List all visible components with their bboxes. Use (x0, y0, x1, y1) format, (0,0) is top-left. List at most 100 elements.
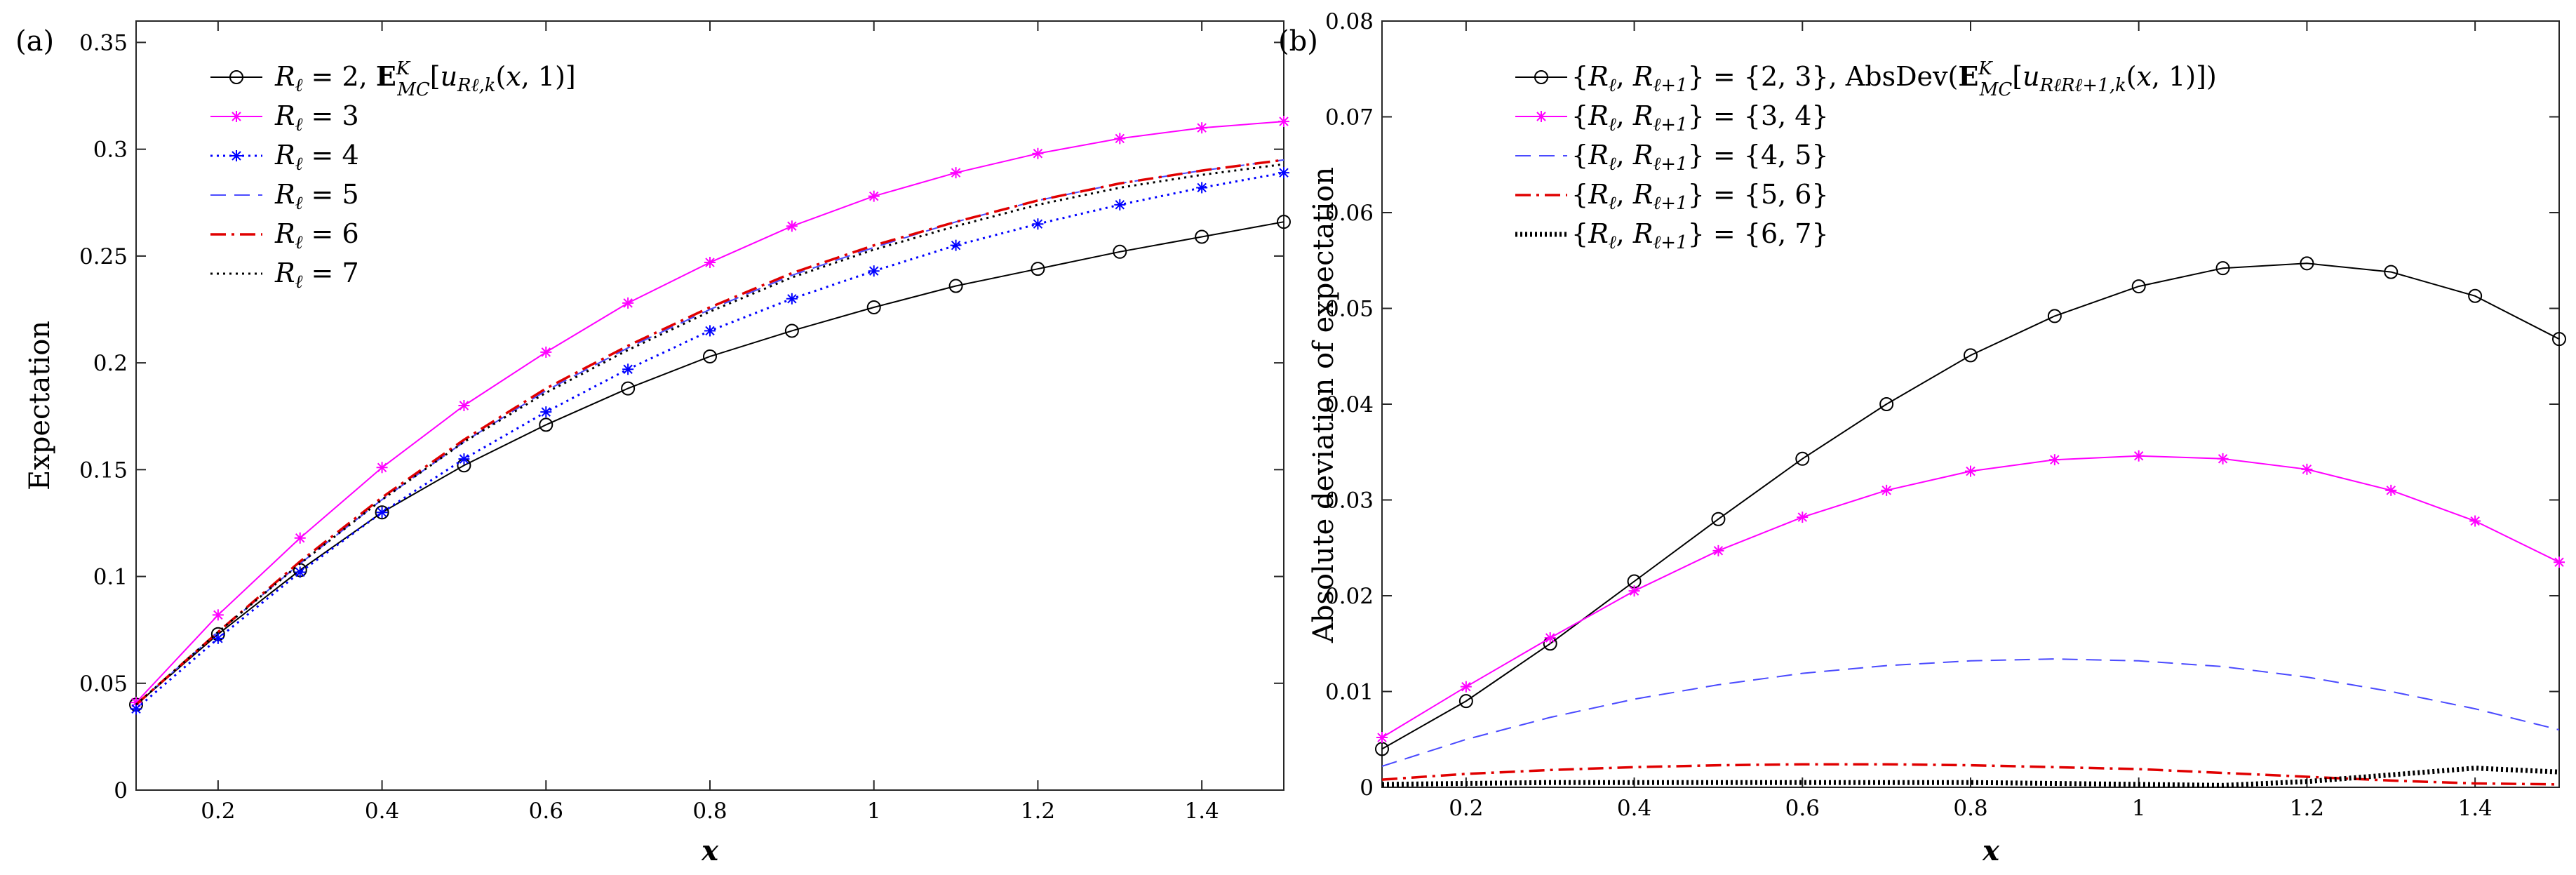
data-point-b-2 (1544, 632, 1556, 644)
y-tick-label: 0.05 (79, 672, 128, 697)
y-tick-label: 0.25 (79, 244, 128, 269)
y-tick-label: 0.1 (93, 565, 128, 590)
data-point-a-2 (458, 400, 470, 411)
x-tick-label: 1 (867, 799, 881, 824)
legend-marker-a-3 (231, 150, 242, 161)
data-point-b-2 (1628, 585, 1640, 597)
legend-b-label-2: {Rℓ, Rℓ+1} = {3, 4} (1571, 100, 1829, 135)
legend-b-label-3: {Rℓ, Rℓ+1} = {4, 5} (1571, 140, 1829, 175)
panel-a-ylabel: Expectation (24, 321, 56, 490)
series-line-b-4 (1381, 763, 2560, 786)
data-point-a-2 (1196, 122, 1208, 134)
data-point-b-1 (2300, 256, 2314, 271)
panel-b-plot-frame (1381, 20, 2560, 788)
data-point-a-2 (294, 532, 306, 544)
data-point-a-2 (868, 190, 880, 202)
legend-a-label-3: Rℓ = 4 (274, 140, 359, 175)
data-point-b-2 (2301, 463, 2313, 475)
data-point-a-3 (1278, 167, 1289, 179)
series-line-b-2 (1381, 455, 2560, 738)
data-point-a-3 (540, 406, 552, 418)
data-point-a-1 (539, 418, 554, 432)
panel-a-expectation-chart: (a) Expectation x 0.2 0.4 0.6 0.8 1 1.2 1.400.… (15, 20, 1291, 867)
data-point-a-3 (130, 703, 142, 715)
data-point-b-2 (1712, 545, 1724, 556)
data-point-b-1 (1458, 694, 1473, 709)
panel-b-absdev-chart: (b) Absolute deviation of expectation x … (1278, 9, 2566, 867)
data-point-a-2 (1032, 147, 1044, 159)
legend-marker-a-1 (229, 70, 243, 84)
data-point-b-2 (2385, 484, 2397, 496)
legend-marker-b-2 (1536, 111, 1547, 122)
x-tick-label: 0.2 (1449, 796, 1483, 821)
data-point-b-1 (2131, 279, 2146, 294)
data-point-b-2 (1460, 681, 1472, 693)
data-point-a-3 (1196, 182, 1208, 194)
x-tick-label: 0.6 (529, 799, 563, 824)
x-tick-label: 1.4 (1184, 799, 1219, 824)
legend-b-label-1: {Rℓ, Rℓ+1} = {2, 3}, AbsDev(EK MC[uRℓRℓ+1… (1571, 58, 2217, 100)
y-tick-label: 0.02 (1325, 584, 1374, 609)
data-point-b-1 (2468, 288, 2483, 303)
panel-a-legend: Rℓ = 2, EK MC[uRℓ,k(x, 1)] Rℓ = 3 Rℓ = 4 … (210, 58, 576, 293)
data-point-a-3 (950, 239, 962, 251)
y-tick-label: 0 (1360, 775, 1374, 801)
y-tick-label: 0.2 (93, 351, 128, 376)
data-point-a-1 (703, 349, 717, 363)
data-point-a-2 (376, 462, 388, 474)
data-point-a-3 (622, 363, 634, 375)
data-point-a-1 (866, 300, 881, 314)
x-tick-label: 0.8 (692, 799, 727, 824)
data-point-a-2 (212, 609, 224, 621)
data-point-b-1 (1964, 348, 1978, 363)
data-point-a-2 (950, 167, 962, 179)
x-tick-label: 1.2 (1021, 799, 1055, 824)
legend-a-label-2: Rℓ = 3 (274, 100, 359, 135)
legend-a-label-5: Rℓ = 6 (274, 218, 359, 253)
y-tick-label: 0.08 (1325, 9, 1374, 34)
data-point-b-2 (2133, 450, 2145, 462)
data-point-b-2 (1376, 732, 1388, 744)
legend-a-label-1: Rℓ = 2, EK MC[uRℓ,k(x, 1)] (274, 58, 576, 100)
data-point-a-3 (294, 566, 306, 578)
x-tick-label: 1 (2132, 796, 2146, 821)
panel-a-plot-frame (135, 20, 1284, 791)
data-point-a-2 (1278, 116, 1289, 128)
data-point-b-1 (2552, 332, 2566, 347)
data-point-a-1 (1031, 262, 1045, 276)
y-tick-label: 0 (114, 778, 128, 803)
y-tick-label: 0.06 (1325, 201, 1374, 226)
data-point-b-2 (1797, 512, 1809, 523)
panel-a-series (129, 116, 1291, 715)
data-point-b-1 (1795, 451, 1810, 466)
data-point-b-2 (1881, 484, 1893, 496)
x-tick-label: 0.6 (1785, 796, 1820, 821)
panel-b-xlabel: x (1982, 834, 2000, 867)
series-line-b-3 (1381, 658, 2560, 767)
data-point-a-2 (786, 220, 798, 232)
data-point-a-3 (1032, 218, 1044, 230)
y-tick-label: 0.04 (1325, 392, 1374, 418)
x-tick-label: 1.4 (2457, 796, 2492, 821)
legend-b-label-5: {Rℓ, Rℓ+1} = {6, 7} (1571, 218, 1829, 253)
data-point-b-2 (1965, 465, 1976, 477)
y-tick-label: 0.15 (79, 457, 128, 483)
data-point-b-2 (2469, 515, 2481, 527)
panel-b-ticks: 0.2 0.4 0.6 0.8 1 1.2 1.4 0 0.01 0.02 0.03 0.04 0.05… (1325, 9, 2559, 821)
data-point-a-3 (786, 293, 798, 305)
y-tick-label: 0.3 (93, 138, 128, 163)
series-line-a-6 (135, 163, 1284, 706)
legend-b-label-4: {Rℓ, Rℓ+1} = {5, 6} (1571, 179, 1829, 214)
data-point-a-3 (458, 453, 470, 465)
y-tick-label: 0.07 (1325, 105, 1374, 131)
legend-a-label-6: Rℓ = 7 (274, 258, 359, 293)
data-point-a-1 (948, 279, 963, 293)
y-tick-label: 0.01 (1325, 680, 1374, 705)
y-tick-label: 0.03 (1325, 488, 1374, 514)
data-point-a-2 (540, 346, 552, 358)
x-tick-label: 0.4 (365, 799, 399, 824)
data-point-b-2 (2554, 556, 2565, 568)
data-point-b-1 (2215, 261, 2230, 276)
panel-b-legend: {Rℓ, Rℓ+1} = {2, 3}, AbsDev(EK MC[uRℓRℓ+1… (1515, 58, 2217, 253)
